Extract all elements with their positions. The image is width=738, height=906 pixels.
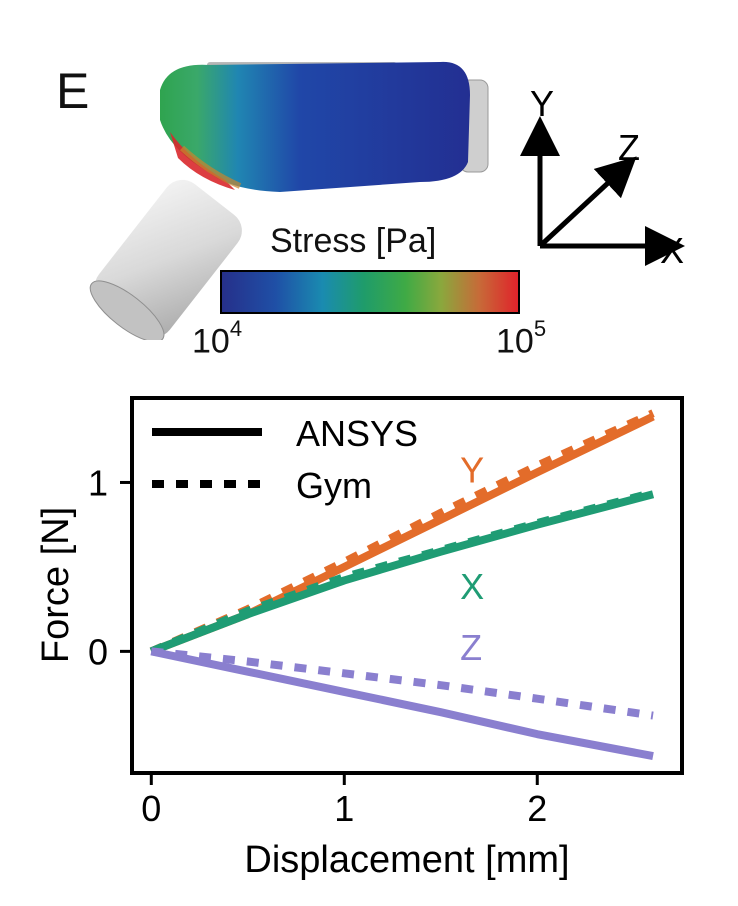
x-tick-label: 2 [527, 788, 547, 829]
colorbar-title: Stress [Pa] [270, 222, 437, 260]
series-annotation-x: X [460, 566, 484, 607]
y-tick-label: 1 [88, 462, 108, 503]
plot-frame [130, 396, 684, 775]
series-line-x-solid [149, 490, 655, 656]
y-tick-label: 0 [88, 631, 108, 672]
colorbar [220, 270, 520, 314]
series-annotation-y: Y [460, 449, 484, 490]
force-displacement-chart: Y XZ 0 1 2 0 1 ANSYS Gym Displacement [mm] F… [35, 396, 684, 881]
x-axis-label: X [660, 230, 684, 270]
x-tick-label: 1 [334, 788, 354, 829]
coordinate-frame: Y Z X [520, 83, 685, 270]
legend-label-gym: Gym [296, 465, 372, 506]
z-axis-label: Z [618, 127, 640, 168]
series-line-y-dotted [149, 409, 655, 656]
colorbar-min-label: 104 [192, 316, 243, 361]
y-axis-label: Y [530, 83, 554, 124]
panel-label: E [56, 63, 90, 119]
series-line-z-dotted [150, 647, 654, 720]
series-line-z-solid [150, 647, 654, 761]
colorbar-max-label: 105 [496, 316, 547, 361]
z-axis-arrow [538, 156, 637, 248]
y-axis-title: Force [N] [35, 507, 77, 663]
series-annotation-z: Z [460, 627, 482, 668]
x-axis-title: Displacement [mm] [244, 839, 569, 881]
legend-label-ansys: ANSYS [296, 413, 418, 454]
stress-render-illustration [89, 61, 489, 340]
x-tick-label: 0 [141, 788, 161, 829]
